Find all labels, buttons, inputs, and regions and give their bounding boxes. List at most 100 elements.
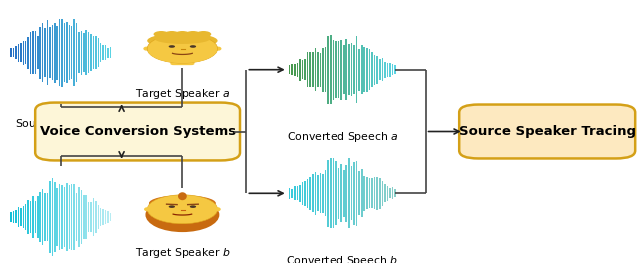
Bar bbox=[108, 48, 109, 58]
Bar bbox=[76, 193, 77, 241]
Bar bbox=[387, 63, 388, 77]
Bar bbox=[320, 173, 321, 213]
Text: Target Speaker $b$: Target Speaker $b$ bbox=[134, 246, 230, 260]
Bar bbox=[333, 39, 334, 100]
Bar bbox=[97, 38, 99, 67]
Bar bbox=[351, 43, 352, 96]
Ellipse shape bbox=[145, 197, 220, 232]
Bar bbox=[47, 193, 48, 241]
Bar bbox=[376, 56, 378, 84]
Bar bbox=[301, 181, 303, 205]
Bar bbox=[320, 53, 321, 87]
Bar bbox=[109, 213, 111, 221]
Bar bbox=[371, 52, 373, 87]
Bar bbox=[312, 52, 314, 87]
Bar bbox=[312, 174, 314, 212]
FancyBboxPatch shape bbox=[170, 58, 195, 65]
Bar bbox=[44, 193, 46, 241]
FancyBboxPatch shape bbox=[460, 105, 636, 158]
Bar bbox=[95, 201, 97, 232]
Bar bbox=[74, 184, 75, 250]
Ellipse shape bbox=[215, 47, 221, 51]
Bar bbox=[109, 47, 111, 58]
Bar bbox=[304, 59, 306, 80]
Bar bbox=[90, 34, 92, 71]
Bar bbox=[294, 64, 296, 76]
Bar bbox=[307, 52, 308, 87]
Bar bbox=[18, 44, 19, 62]
Bar bbox=[301, 60, 303, 79]
Circle shape bbox=[169, 45, 175, 48]
Bar bbox=[317, 52, 319, 87]
Bar bbox=[369, 178, 371, 208]
Bar bbox=[63, 187, 65, 247]
Bar bbox=[346, 39, 347, 100]
Bar bbox=[364, 176, 365, 211]
Bar bbox=[356, 161, 357, 226]
Bar bbox=[330, 158, 332, 229]
Bar bbox=[333, 158, 334, 229]
Bar bbox=[340, 164, 342, 222]
Bar bbox=[52, 178, 53, 256]
Bar bbox=[15, 210, 17, 224]
Bar bbox=[374, 177, 376, 209]
Ellipse shape bbox=[178, 192, 187, 200]
Bar bbox=[32, 196, 34, 238]
Circle shape bbox=[196, 31, 211, 37]
Bar bbox=[389, 63, 391, 77]
Bar bbox=[71, 184, 72, 250]
Bar bbox=[381, 181, 383, 206]
Bar bbox=[93, 36, 94, 69]
Bar bbox=[88, 202, 90, 232]
Bar bbox=[63, 23, 65, 82]
Bar bbox=[102, 209, 104, 225]
Bar bbox=[30, 201, 31, 232]
Bar bbox=[81, 31, 82, 75]
Ellipse shape bbox=[149, 195, 216, 211]
Bar bbox=[307, 179, 308, 208]
Bar bbox=[10, 212, 12, 222]
Bar bbox=[338, 168, 339, 219]
Bar bbox=[394, 65, 396, 74]
Bar bbox=[59, 184, 60, 250]
Bar bbox=[20, 43, 22, 62]
Bar bbox=[25, 41, 26, 64]
Bar bbox=[83, 195, 84, 239]
Bar bbox=[78, 187, 80, 247]
Bar bbox=[15, 46, 17, 59]
Bar bbox=[40, 27, 41, 79]
Bar bbox=[100, 43, 102, 62]
Bar bbox=[330, 35, 332, 104]
Bar bbox=[294, 186, 296, 200]
Bar bbox=[358, 49, 360, 91]
Bar bbox=[102, 45, 104, 60]
Circle shape bbox=[190, 205, 196, 208]
Text: Converted Speech $a$: Converted Speech $a$ bbox=[287, 130, 398, 144]
Bar bbox=[54, 181, 56, 252]
Bar bbox=[361, 45, 362, 94]
Bar bbox=[353, 162, 355, 225]
Circle shape bbox=[185, 31, 201, 37]
Bar bbox=[309, 52, 311, 87]
Bar bbox=[56, 26, 58, 80]
Bar bbox=[97, 205, 99, 229]
Circle shape bbox=[147, 195, 218, 224]
Wedge shape bbox=[148, 49, 217, 63]
Bar bbox=[343, 45, 344, 94]
Bar bbox=[13, 48, 14, 57]
Bar bbox=[309, 177, 311, 210]
Text: Source Speech $a$: Source Speech $a$ bbox=[15, 117, 107, 131]
Circle shape bbox=[190, 45, 196, 48]
Bar bbox=[37, 196, 38, 237]
Bar bbox=[20, 208, 22, 226]
Bar bbox=[10, 48, 12, 57]
Bar bbox=[71, 26, 72, 79]
Bar bbox=[49, 27, 51, 78]
Bar bbox=[100, 208, 102, 226]
Bar bbox=[35, 201, 36, 232]
Bar bbox=[369, 49, 371, 90]
Bar bbox=[325, 47, 326, 92]
Bar bbox=[381, 58, 383, 81]
Bar bbox=[387, 186, 388, 201]
Circle shape bbox=[147, 34, 218, 63]
